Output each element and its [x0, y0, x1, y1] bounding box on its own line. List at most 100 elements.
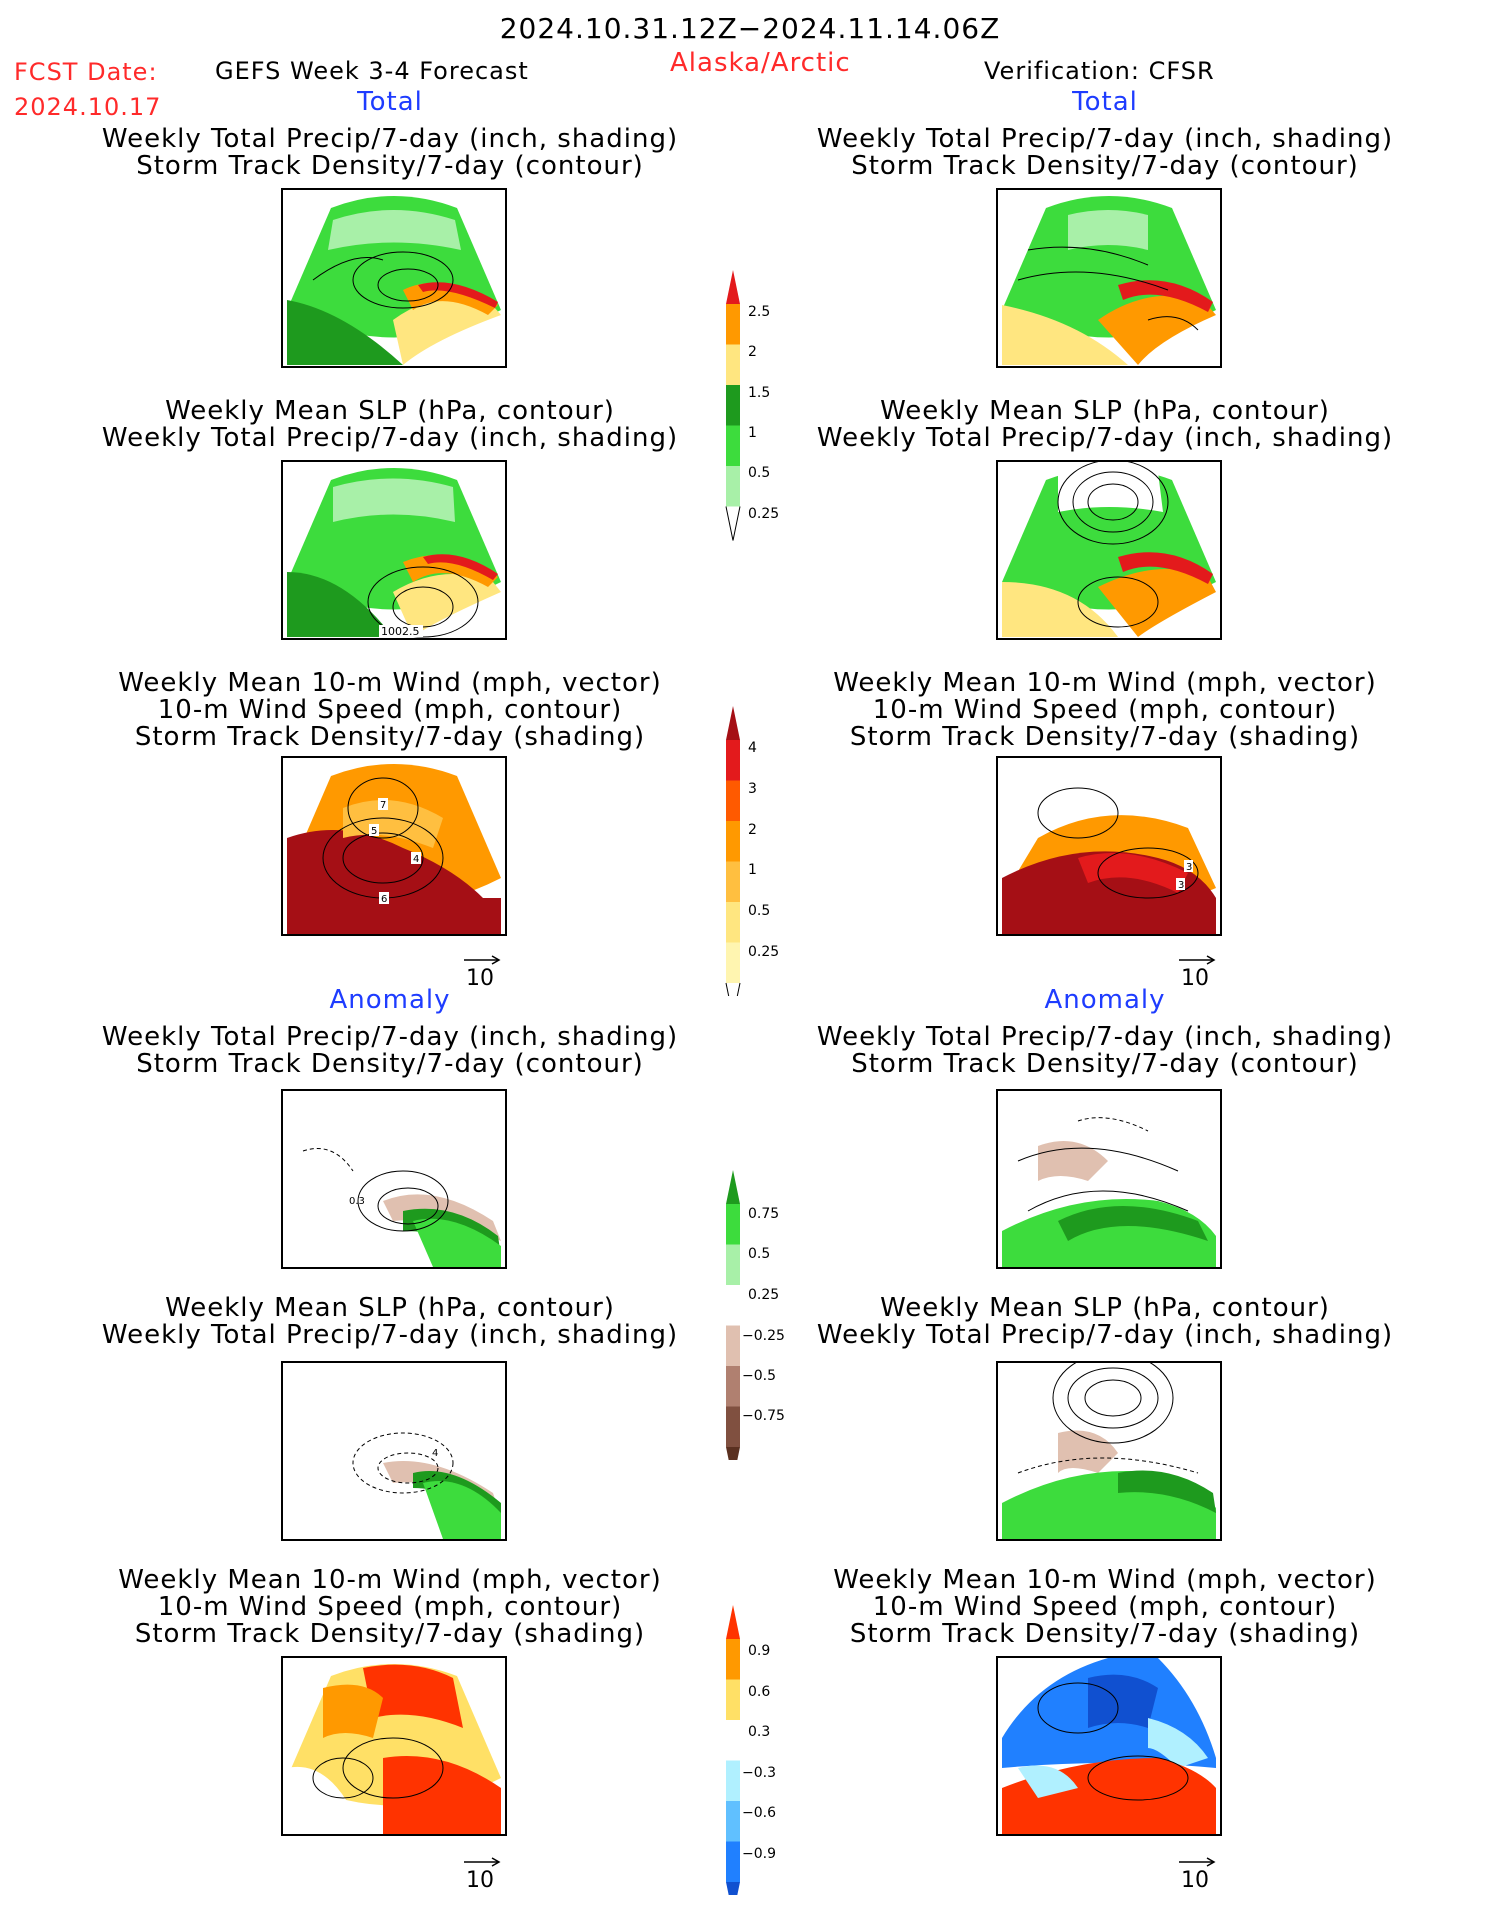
title-precip-anom-right: Weekly Total Precip/7-day (inch, shading… [816, 1022, 1394, 1079]
map-slp-anom-right [996, 1361, 1222, 1541]
map-precip-total-left [281, 188, 507, 368]
cb-label: 2 [748, 344, 757, 360]
colorbar-segment [726, 706, 740, 740]
title-wind-total-left: Weekly Mean 10-m Wind (mph, vector) 10-m … [118, 668, 662, 752]
colorbar-precip-anom [722, 1170, 752, 1481]
date-range-title: 2024.10.31.12Z−2024.11.14.06Z [499, 12, 1001, 45]
map-wind-anom-right [996, 1656, 1222, 1836]
section-anomaly-left: Anomaly [329, 985, 451, 1015]
cb-label: −0.75 [742, 1408, 785, 1424]
anom-contour-label: 0.3 [349, 1196, 365, 1207]
colorbar-segment [726, 1170, 740, 1204]
colorbar-segment [726, 1285, 740, 1326]
colorbar-segment [725, 982, 741, 1018]
colorbar-segment [726, 1366, 740, 1407]
cb-label: 0.5 [748, 1246, 771, 1262]
colorbar-segment [726, 902, 740, 943]
cb-label: 0.25 [748, 944, 780, 960]
colorbar-segment [726, 740, 740, 781]
colorbar-segment [725, 506, 741, 541]
title-precip-anom-left: Weekly Total Precip/7-day (inch, shading… [101, 1022, 679, 1079]
title-slp-total-right: Weekly Mean SLP (hPa, contour) Weekly Tot… [816, 396, 1394, 453]
cb-label: −0.3 [742, 1765, 776, 1781]
wind-contour-label: 6 [381, 894, 387, 905]
cb-label: 0.6 [748, 1684, 771, 1700]
colorbar-segment [726, 1841, 740, 1882]
wind-contour-label: 3 [1178, 880, 1184, 891]
cb-label: 0.5 [748, 465, 771, 481]
colorbar-segment [726, 1244, 740, 1285]
colorbar-segment [726, 861, 740, 902]
colorbar-segment [726, 1447, 740, 1481]
section-total-left: Total [357, 87, 423, 117]
map-slp-total-left: 1002.5 [281, 460, 507, 640]
verification-title: Verification: CFSR [984, 57, 1215, 85]
colorbar-segment [726, 1325, 740, 1366]
vector-reference-arrow-icon [464, 1857, 501, 1867]
title-slp-total-left: Weekly Mean SLP (hPa, contour) Weekly Tot… [101, 396, 679, 453]
colorbar-segment [726, 385, 740, 426]
cb-label: 3 [748, 781, 757, 797]
colorbar-segment [726, 1679, 740, 1720]
cb-label: 0.75 [748, 1206, 780, 1222]
cb-label: −0.25 [742, 1328, 785, 1344]
cb-label: 1.5 [748, 385, 771, 401]
colorbar-segment [726, 1406, 740, 1447]
cb-label: −0.6 [742, 1805, 776, 1821]
wind-contour-label: 3 [1186, 862, 1192, 873]
colorbar-segment [726, 1605, 740, 1639]
colorbar-segment [726, 304, 740, 345]
fcst-label: FCST Date: [14, 58, 158, 86]
colorbar-precip-total [722, 270, 752, 564]
cb-label: 2 [748, 822, 757, 838]
map-slp-anom-left: 4 [281, 1361, 507, 1541]
title-wind-anom-right: Weekly Mean 10-m Wind (mph, vector) 10-m … [833, 1565, 1377, 1649]
title-wind-anom-left: Weekly Mean 10-m Wind (mph, vector) 10-m … [118, 1565, 662, 1649]
colorbar-segment [726, 1882, 740, 1916]
vector-reference-label: 10 [466, 1868, 494, 1893]
colorbar-segment [726, 466, 740, 507]
vector-reference-arrow-icon [1179, 955, 1216, 965]
vector-reference-label: 10 [1181, 966, 1209, 991]
wind-contour-label: 7 [380, 800, 386, 811]
colorbar-storm-total [722, 706, 752, 1018]
cb-label: 2.5 [748, 304, 771, 320]
region-title: Alaska/Arctic [670, 48, 851, 78]
cb-label: 0.25 [748, 506, 780, 522]
slp-anom-contour-label: 4 [432, 1448, 438, 1459]
colorbar-segment [726, 821, 740, 862]
cb-label: 1 [748, 862, 757, 878]
colorbar-segment [726, 780, 740, 821]
colorbar-segment [726, 1720, 740, 1761]
cb-label: 4 [748, 740, 757, 756]
colorbar-segment [726, 425, 740, 466]
cb-label: −0.9 [742, 1846, 776, 1862]
colorbar-segment [726, 270, 740, 304]
colorbar-segment [726, 942, 740, 983]
title-slp-anom-left: Weekly Mean SLP (hPa, contour) Weekly Tot… [101, 1293, 679, 1350]
cb-label: 1 [748, 425, 757, 441]
section-anomaly-right: Anomaly [1044, 985, 1166, 1015]
map-wind-total-left: 7 5 4 6 [281, 756, 507, 936]
colorbar-segment [726, 1639, 740, 1680]
colorbar-segment [726, 1204, 740, 1245]
vector-reference-arrow-icon [1179, 1857, 1216, 1867]
cb-label: −0.5 [742, 1368, 776, 1384]
colorbar-segment [726, 1760, 740, 1801]
section-total-right: Total [1072, 87, 1138, 117]
title-precip-total-right: Weekly Total Precip/7-day (inch, shading… [816, 124, 1394, 181]
wind-contour-label: 4 [413, 854, 419, 865]
title-wind-total-right: Weekly Mean 10-m Wind (mph, vector) 10-m … [833, 668, 1377, 752]
colorbar-segment [726, 1801, 740, 1842]
vector-reference-label: 10 [1181, 1868, 1209, 1893]
wind-contour-label: 5 [371, 826, 377, 837]
vector-reference-label: 10 [466, 966, 494, 991]
fcst-date: 2024.10.17 [14, 93, 162, 121]
cb-label: 0.3 [748, 1724, 771, 1740]
product-title: GEFS Week 3-4 Forecast [215, 57, 529, 85]
slp-contour-label: 1002.5 [381, 625, 420, 638]
cb-label: 0.25 [748, 1287, 780, 1303]
map-precip-total-right [996, 188, 1222, 368]
map-precip-anom-left: 0.3 [281, 1089, 507, 1269]
title-slp-anom-right: Weekly Mean SLP (hPa, contour) Weekly Tot… [816, 1293, 1394, 1350]
